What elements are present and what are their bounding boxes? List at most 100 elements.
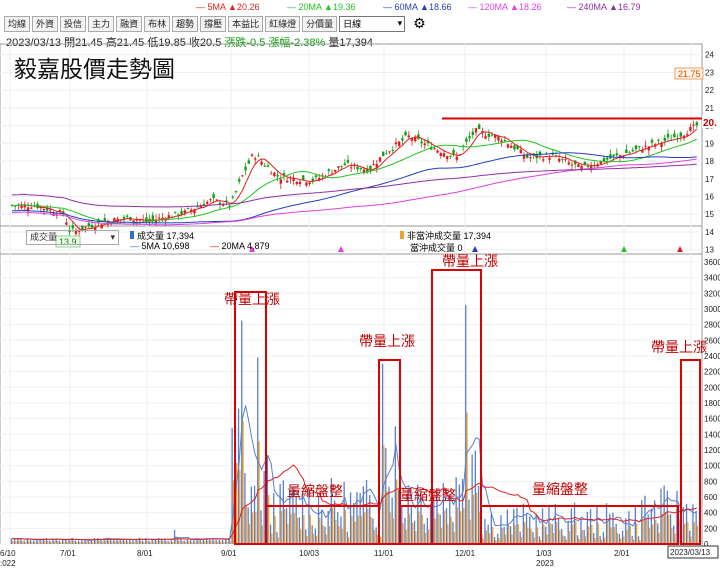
candle-body [273,172,276,177]
volume-bar [369,494,371,544]
nonday-volume-bar [223,541,225,544]
volume-bar [170,540,172,544]
candle-body [20,204,23,209]
nonday-volume-bar [383,444,385,544]
candle-body [375,163,378,169]
last-price-label: 20. [703,118,717,129]
nonday-volume-bar [364,512,366,544]
period-select[interactable]: 日線 [339,16,406,32]
candle-body [196,206,199,208]
btn-margin[interactable]: 融資 [116,16,143,32]
volume-bar [634,506,636,544]
nonday-volume-bar [322,525,324,544]
btn-trust[interactable]: 投信 [60,16,87,32]
volume-bar [497,533,499,544]
candle-body [346,159,350,163]
nonday-volume-bar [271,533,273,544]
volume-bar [23,540,25,544]
btn-bollinger[interactable]: 布林 [144,16,171,32]
volume-bar [417,484,419,544]
nonday-volume-bar [76,542,78,544]
volume-bar [26,538,28,544]
volume-y-tick: 1800 [704,399,720,408]
candle-body [404,131,407,136]
candle-body [500,140,503,143]
nonday-volume-bar [402,523,404,544]
volume-bar [39,539,41,544]
event-marker [677,246,683,252]
candle-body [174,211,177,213]
nonday-volume-bar [140,540,142,544]
nonday-volume-legend: 非當沖成交量 17,394 [400,229,491,242]
volume-bar [599,535,601,544]
volume-bar [413,520,416,544]
nonday-volume-bar [690,536,692,544]
nonday-volume-bar [386,491,388,544]
candle-body [167,215,170,219]
nonday-volume-bar [648,527,651,544]
btn-support[interactable]: 撐壓 [200,16,227,32]
candle-body [529,157,532,159]
candle-body [298,181,302,185]
nonday-volume-bar [495,540,497,544]
nonday-volume-bar [418,511,420,544]
nonday-volume-bar [389,512,391,544]
volume-bar [391,497,393,544]
nonday-volume-bar [56,541,59,544]
candle-body [42,208,46,211]
gear-icon[interactable]: ⚙ [413,15,426,31]
volume-y-tick: 3000 [704,305,720,314]
volume-bar [439,514,441,544]
volume-y-tick: 2600 [704,336,720,345]
nonday-volume-bar [556,522,558,544]
nonday-volume-bar [220,541,222,544]
ma120-legend: — 120MA ▲18.26 [468,2,541,12]
btn-price-volume[interactable]: 分價量 [302,16,338,32]
candle-body [542,159,545,161]
volume-bar [375,527,377,544]
candle-body [420,141,423,144]
volume-bar [237,408,240,544]
volume-bar [49,540,51,544]
change-label: 漲跌 [224,37,247,49]
candle-body [126,215,129,217]
nonday-volume-bar [392,518,395,544]
volume-bar [148,540,150,544]
nonday-volume-bar [684,523,686,544]
candle-body [250,154,254,156]
volume-bar [285,508,288,544]
volume-bar [586,511,588,544]
candle-body [90,224,94,228]
volume-bar [161,538,163,544]
x-tick-label: 12/01 [455,549,476,558]
volume-bar [212,538,214,544]
volume-bar [346,531,348,544]
volume-bar [538,536,540,544]
volume-indicator-select[interactable]: 成交量 [26,230,119,245]
nonday-volume-bar [559,529,561,544]
volume-bar [401,506,403,544]
btn-traffic[interactable]: 紅綠燈 [265,16,301,32]
nonday-volume-bar [124,541,126,544]
volume-bar [385,448,387,544]
nonday-volume-bar [437,513,439,544]
volume-bar [548,506,550,544]
nonday-volume-bar [463,508,465,544]
btn-ma[interactable]: 均線 [4,16,31,32]
event-marker [472,246,478,252]
candle-body [350,167,353,169]
candle-body [439,153,442,157]
candle-body [663,137,666,141]
btn-pe[interactable]: 本益比 [228,16,264,32]
volume-bar [468,499,470,544]
btn-foreign[interactable]: 外資 [32,16,59,32]
candle-body [689,126,692,131]
volume-bar [554,504,556,544]
btn-trend[interactable]: 趨勢 [172,16,199,32]
nonday-volume-bar [98,540,100,544]
nonday-volume-bar [453,531,455,544]
volume-bar [55,538,57,544]
candle-body [516,145,519,150]
btn-major[interactable]: 主力 [88,16,115,32]
